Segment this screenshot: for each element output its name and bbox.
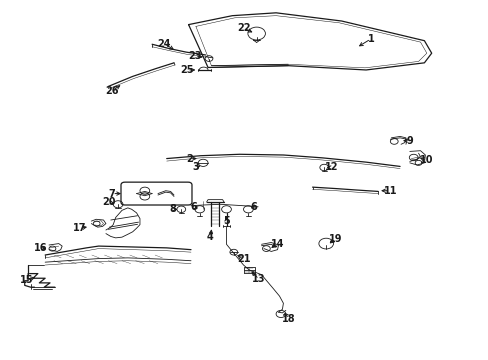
Text: 23: 23 [188, 51, 201, 61]
Text: 10: 10 [419, 156, 433, 165]
Text: 2: 2 [186, 154, 193, 163]
Text: 13: 13 [252, 274, 265, 284]
Text: 9: 9 [406, 136, 412, 146]
Text: 15: 15 [20, 275, 33, 285]
Text: 20: 20 [102, 197, 116, 207]
Text: 16: 16 [34, 243, 47, 253]
Text: 26: 26 [105, 86, 119, 96]
Text: 6: 6 [190, 202, 196, 212]
Text: 18: 18 [282, 314, 295, 324]
Text: 25: 25 [180, 65, 193, 75]
Text: 6: 6 [250, 202, 257, 212]
Text: 24: 24 [157, 39, 171, 49]
Text: 19: 19 [328, 234, 342, 244]
Text: 11: 11 [383, 186, 396, 196]
Text: 12: 12 [325, 162, 338, 172]
Text: 8: 8 [169, 204, 176, 214]
Text: 21: 21 [236, 254, 250, 264]
Text: 3: 3 [192, 162, 199, 172]
Text: 14: 14 [270, 239, 284, 249]
Text: 4: 4 [206, 232, 213, 242]
Text: 5: 5 [223, 216, 229, 226]
Text: 7: 7 [109, 189, 115, 199]
Text: 22: 22 [236, 23, 250, 33]
Text: 1: 1 [367, 34, 373, 44]
Text: 17: 17 [73, 223, 87, 233]
